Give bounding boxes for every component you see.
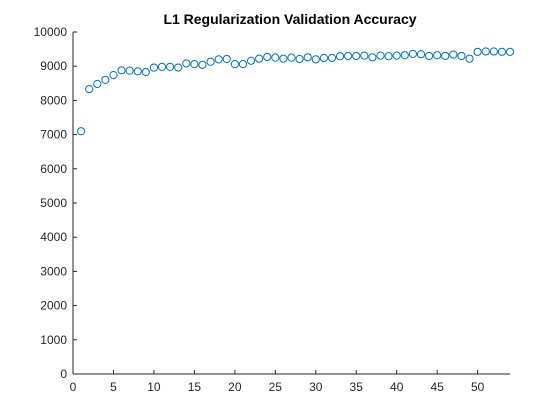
data-point [352,51,361,61]
data-point [424,51,434,61]
data-point [376,51,385,60]
x-tick-label: 20 [228,380,242,394]
x-tick-label: 40 [390,380,404,394]
data-point [174,63,183,72]
data-point [271,53,280,62]
data-point [117,66,126,75]
data-point [230,60,239,69]
data-point [238,60,248,69]
data-point [384,52,393,61]
y-tick-label: 6000 [40,162,67,176]
data-point [449,50,458,59]
data-point [109,70,118,80]
data-point [198,60,207,69]
y-tick-label: 8000 [40,93,67,107]
data-point [279,54,288,63]
data-point [400,51,409,60]
data-point [408,49,417,58]
y-tick-label: 9000 [40,59,67,73]
data-point [246,56,256,65]
x-tick-label: 45 [430,380,444,394]
data-point [157,62,167,71]
y-tick-label: 10000 [34,25,68,39]
data-point [85,85,94,94]
data-point [497,47,507,56]
data-point [263,52,272,62]
y-tick-label: 5000 [40,196,67,210]
data-point [287,53,296,62]
data-point [441,51,450,61]
data-point [133,67,142,76]
axes: 0 5 10 15 20 25 30 35 40 45 50 0 1000 2000 3000 4000 500… [34,25,510,394]
data-point [481,47,490,56]
data-point [141,67,150,77]
data-point [206,57,215,66]
data-point [344,51,353,61]
y-tick-label: 7000 [40,128,67,142]
data-point [473,47,482,56]
data-point [505,47,515,56]
x-tick-label: 10 [147,380,161,394]
x-tick-label: 5 [110,380,117,394]
data-point [93,79,102,89]
data-point [214,55,223,64]
x-tick-label: 30 [309,380,323,394]
x-tick-label: 50 [471,380,485,394]
data-point [457,51,466,61]
data-point [182,59,191,68]
data-point [303,53,312,62]
data-point [335,52,345,61]
data-point [489,47,498,56]
data-point [255,54,264,63]
data-point [465,54,474,63]
data-points [76,47,515,136]
data-point [125,66,134,75]
y-tick-label: 2000 [40,299,67,313]
x-tick-label: 35 [350,380,364,394]
y-tick-label: 0 [60,367,67,381]
y-tick-label: 4000 [40,230,67,244]
data-point [368,53,377,62]
data-point [433,51,442,60]
chart-title: L1 Regularization Validation Accuracy [163,11,416,27]
y-tick-label: 1000 [40,333,67,347]
data-point [392,51,401,60]
data-point [295,54,304,64]
data-point [101,75,110,84]
x-tick-label: 25 [269,380,283,394]
data-point [327,53,337,63]
data-point [311,55,320,64]
data-point [190,60,199,69]
data-point [222,54,231,64]
x-tick-label: 0 [70,380,77,394]
y-tick-label: 3000 [40,264,67,278]
data-point [166,62,175,71]
data-point [416,50,426,59]
data-point [319,53,328,63]
data-point [76,127,86,136]
x-tick-label: 15 [188,380,202,394]
data-point [149,63,159,72]
data-point [360,51,369,60]
